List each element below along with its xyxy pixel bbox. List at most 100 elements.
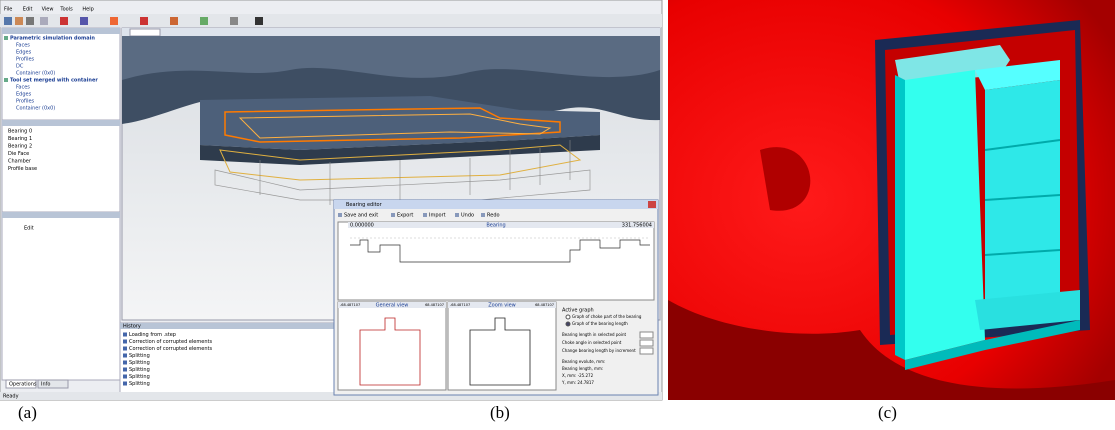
history-icon xyxy=(123,353,127,358)
menu-item[interactable]: Tools xyxy=(59,7,73,13)
zoom-view xyxy=(447,301,557,391)
render-model xyxy=(668,20,1115,400)
bottom-tab-label: Info xyxy=(41,382,50,388)
tree-node[interactable]: Parametric simulation domain xyxy=(10,36,95,42)
caption: (c) xyxy=(878,403,897,422)
menu-item[interactable]: Help xyxy=(82,7,93,13)
readout: Bearing evolute, mm: xyxy=(562,359,605,364)
input-field[interactable] xyxy=(639,347,654,355)
input-field[interactable] xyxy=(639,339,654,347)
toolbar-icon xyxy=(423,213,427,217)
history-icon xyxy=(123,360,127,365)
radio[interactable] xyxy=(565,314,571,320)
object-item[interactable]: Bearing 1 xyxy=(8,136,32,142)
history-icon xyxy=(123,332,127,337)
history-item: Splitting xyxy=(129,381,150,387)
caption: (a) xyxy=(18,403,37,422)
history-item: Splitting xyxy=(129,353,150,359)
tree-panel xyxy=(1,27,121,121)
bearing-graph xyxy=(337,221,655,301)
object-item[interactable]: Bearing 2 xyxy=(8,144,32,150)
toolbar-icon xyxy=(338,213,342,217)
view-right: 68.487107 xyxy=(535,303,554,307)
status-text: Ready xyxy=(3,394,19,400)
object-item[interactable]: Bearing 0 xyxy=(8,129,32,135)
tree-icon xyxy=(4,36,8,40)
view-header xyxy=(448,302,556,308)
view-header xyxy=(338,302,446,308)
bottom-tab[interactable] xyxy=(5,379,37,389)
input-field[interactable] xyxy=(639,331,654,339)
history-item: Splitting xyxy=(129,374,150,380)
history-icon xyxy=(123,367,127,372)
tree-node[interactable]: Edges xyxy=(16,50,32,56)
profile-outline xyxy=(469,317,531,386)
toolbar-button[interactable]: Export xyxy=(397,213,413,219)
graph-curve xyxy=(350,239,650,263)
toolbar-icons xyxy=(4,17,263,25)
operation-item[interactable]: Edit xyxy=(24,226,34,232)
view-right: 68.487107 xyxy=(425,303,444,307)
view-left: -68.487107 xyxy=(450,303,470,307)
readout: Y, mm: 24.7817 xyxy=(561,380,594,385)
operations-panel xyxy=(1,211,121,381)
history-icon xyxy=(123,374,127,379)
object-item[interactable]: Chamber xyxy=(8,159,32,165)
viewport-tab-bar xyxy=(122,28,660,36)
field-label: Bearing length in selected point xyxy=(562,332,626,337)
history-item: Correction of corrupted elements xyxy=(129,346,212,352)
bottom-tab-label: Operations xyxy=(9,382,37,388)
dialog-title-bar xyxy=(334,200,658,209)
toolbar-button[interactable]: Save and exit xyxy=(344,213,378,219)
graph-header xyxy=(348,222,654,228)
radio-label: Graph of choke part of the bearing xyxy=(572,314,642,319)
toolbar-icon xyxy=(391,213,395,217)
history-icon xyxy=(123,346,127,351)
status-bar xyxy=(0,392,662,400)
tree-node[interactable]: Faces xyxy=(16,43,30,49)
history-icon xyxy=(123,339,127,344)
dialog-title: Bearing editor xyxy=(346,202,383,208)
tree-node[interactable]: Profiles xyxy=(16,57,35,63)
general-view xyxy=(337,301,447,391)
toolbar-icon xyxy=(455,213,459,217)
profile-outline xyxy=(359,317,421,386)
tree-node[interactable]: Container (0x0) xyxy=(16,106,55,112)
object-item[interactable]: Die Face xyxy=(8,151,29,157)
tree-node[interactable]: Edges xyxy=(16,92,32,98)
history-item: Splitting xyxy=(129,367,150,373)
view-left: -68.487107 xyxy=(340,303,360,307)
toolbar-button[interactable]: Undo xyxy=(461,213,474,219)
objects-panel xyxy=(1,119,121,213)
history-item: Splitting xyxy=(129,360,150,366)
field-label: Choke angle in selected point xyxy=(562,340,622,345)
history-item: Loading from .step xyxy=(129,332,176,338)
toolbar-icon xyxy=(481,213,485,217)
tree-node[interactable]: Container (0x0) xyxy=(16,71,55,77)
graph-left: 0.000000 xyxy=(350,223,374,229)
bottom-tab[interactable] xyxy=(37,379,69,389)
menu-item[interactable]: Edit xyxy=(23,7,33,13)
readout: X, mm: -25.272 xyxy=(562,373,594,378)
toolbar xyxy=(0,14,662,27)
viewport-tab[interactable] xyxy=(129,28,161,37)
panel-title: History xyxy=(123,324,141,330)
close-button[interactable] xyxy=(648,201,656,208)
radio[interactable] xyxy=(565,321,571,327)
menu-item[interactable]: View xyxy=(42,7,54,13)
tree-node[interactable]: Faces xyxy=(16,85,30,91)
readout: Bearing length, mm: xyxy=(562,366,603,371)
toolbar-button[interactable]: Redo xyxy=(487,213,500,219)
tree-node[interactable]: DC xyxy=(16,64,24,70)
graph-right: 331.756004 xyxy=(622,223,652,229)
tree-icon xyxy=(4,78,8,82)
toolbar-button[interactable]: Import xyxy=(429,213,446,219)
tree-node[interactable]: Tool set merged with container xyxy=(10,78,98,84)
view-title: General view xyxy=(376,303,409,309)
menu-item[interactable]: File xyxy=(4,7,12,13)
object-item[interactable]: Profile base xyxy=(8,166,37,172)
tree-node[interactable]: Profiles xyxy=(16,99,35,105)
group-title: Active graph xyxy=(562,308,594,314)
graph-title: Bearing xyxy=(486,223,505,229)
